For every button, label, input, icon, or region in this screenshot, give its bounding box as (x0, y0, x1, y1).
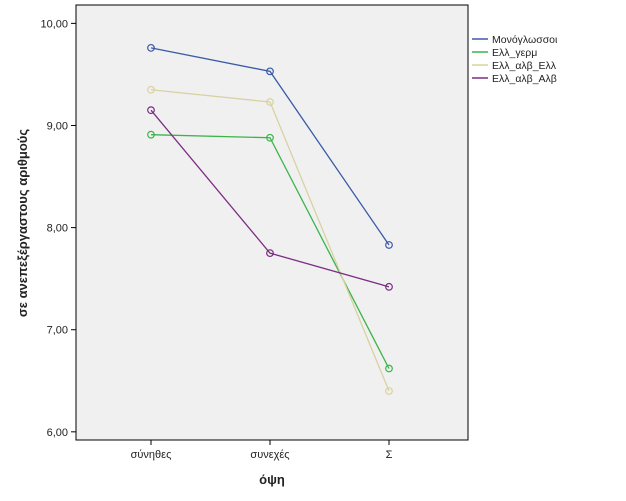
series-line (150, 109, 390, 288)
x-tick-label: Σ (386, 449, 393, 461)
data-point (147, 85, 155, 94)
data-point (266, 67, 274, 76)
y-tick-label: 8,00 (47, 223, 68, 235)
y-axis: 6,00 7,00 8,00 9,00 10,00 (40, 18, 76, 439)
x-axis-title: όψη (259, 472, 285, 487)
data-point (147, 130, 155, 139)
y-tick-label: 6,00 (47, 427, 68, 439)
legend-label: Ελλ_γερμ (492, 47, 537, 59)
data-point (385, 387, 393, 395)
y-tick-label: 7,00 (47, 325, 68, 337)
x-tick-label: σύνηθες (131, 449, 172, 461)
legend: ΜονόγλωσσοιΕλλ_γερμΕλλ_αλβ_ΕλλΕλλ_αλβ_Αλ… (472, 34, 558, 85)
data-point (266, 98, 274, 106)
series-3 (147, 85, 393, 395)
data-point (385, 241, 393, 249)
data-point (266, 133, 274, 142)
series-4 (147, 106, 393, 291)
series-layer (147, 43, 393, 395)
data-point (385, 282, 393, 291)
y-axis-title: σε ανεπεξέργαστους αριθμούς (15, 129, 30, 317)
series-2 (147, 130, 393, 373)
data-point (266, 249, 274, 258)
series-line (150, 47, 390, 246)
legend-label: Ελλ_αλβ_Αλβ (492, 73, 557, 85)
y-tick-label: 9,00 (47, 120, 68, 132)
legend-label: Ελλ_αλβ_Ελλ (492, 60, 557, 72)
data-point (385, 364, 393, 373)
x-tick-label: συνεχές (250, 449, 289, 461)
series-line (150, 134, 390, 369)
data-point (147, 43, 155, 52)
series-line (150, 89, 390, 392)
legend-label: Μονόγλωσσοι (492, 34, 558, 46)
data-point (147, 106, 155, 115)
y-tick-label: 10,00 (40, 18, 68, 30)
series-1 (147, 43, 393, 249)
plot-area (75, 4, 469, 441)
x-axis: σύνηθες συνεχές Σ (131, 440, 393, 461)
